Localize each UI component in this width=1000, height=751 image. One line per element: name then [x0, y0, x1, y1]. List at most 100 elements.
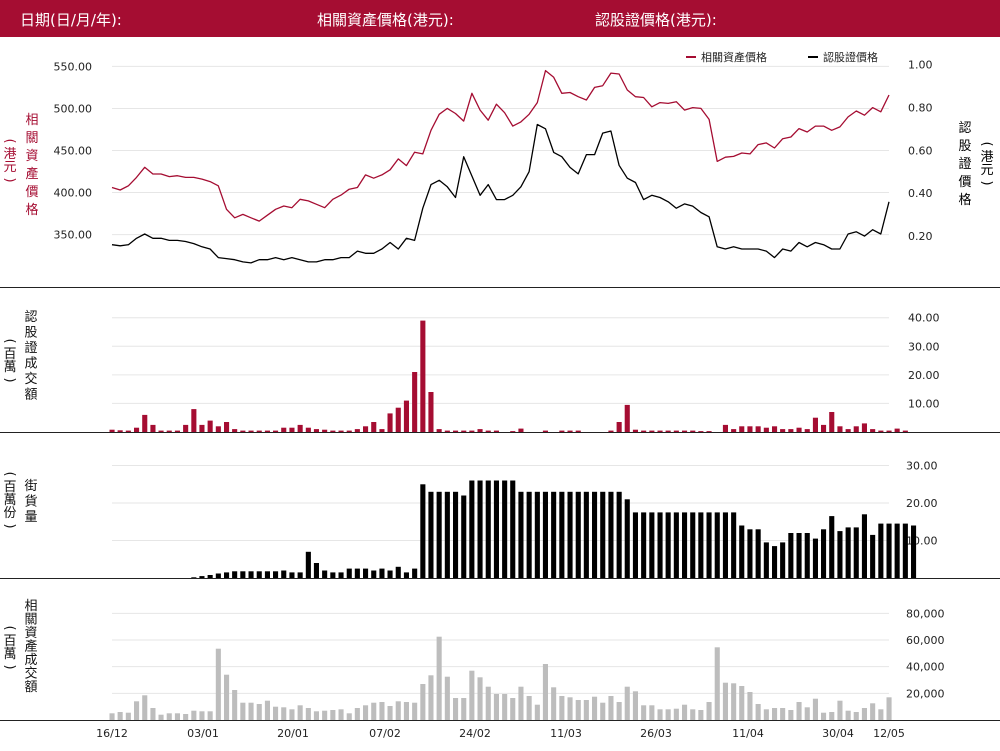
- bar: [248, 430, 254, 432]
- bar-axis-unit-char: 萬: [3, 493, 16, 508]
- left-axis-label-char: 產: [25, 166, 38, 182]
- bar: [788, 429, 794, 432]
- x-axis-tick-label: 03/01: [187, 727, 219, 740]
- x-axis-tick-label: 30/04: [822, 727, 854, 740]
- bar: [567, 491, 573, 579]
- bar: [125, 712, 131, 720]
- bar: [436, 491, 442, 579]
- bar: [273, 430, 279, 432]
- bar: [281, 570, 287, 578]
- bar: [273, 706, 279, 720]
- right-axis-tick-label: 0.40: [908, 187, 933, 200]
- bar: [297, 705, 303, 720]
- bar: [363, 705, 369, 720]
- bar: [273, 571, 279, 579]
- bar: [894, 523, 900, 578]
- bar: [861, 708, 867, 720]
- bar: [853, 712, 859, 720]
- bar: [731, 512, 737, 578]
- bar: [632, 429, 638, 432]
- bar: [714, 512, 720, 578]
- bar: [354, 429, 360, 432]
- legend-label-underlying: 相關資產價格: [701, 50, 767, 64]
- bar: [305, 708, 311, 720]
- warrant-price-line: [111, 123, 890, 264]
- bar: [714, 647, 720, 720]
- bar: [878, 709, 884, 720]
- right-axis-tick-label: 0.80: [908, 101, 933, 114]
- bar: [338, 572, 344, 578]
- bar: [183, 714, 189, 720]
- x-axis-tick-label: 11/04: [732, 727, 764, 740]
- left-axis-tick-label: 350.00: [54, 229, 93, 242]
- bar: [829, 712, 835, 720]
- bar-axis-unit-char: 百: [3, 634, 16, 649]
- bar: [134, 701, 140, 720]
- bar-axis-label-char: 成: [24, 653, 37, 668]
- bar: [739, 426, 745, 432]
- bar: [575, 430, 581, 432]
- bar: [338, 430, 344, 432]
- left-axis-tick-label: 500.00: [54, 102, 93, 115]
- bar: [477, 677, 483, 720]
- bar: [166, 430, 172, 432]
- bar: [256, 704, 262, 720]
- bar: [624, 499, 630, 579]
- bar-axis-label-char: 量: [24, 510, 37, 525]
- bar: [166, 713, 172, 720]
- bar: [403, 702, 409, 720]
- bar: [837, 426, 843, 432]
- left-axis-label-char: 關: [25, 131, 38, 146]
- bar: [616, 422, 622, 432]
- bar: [264, 571, 270, 579]
- bar: [796, 427, 802, 432]
- bar: [682, 430, 688, 432]
- bar: [812, 538, 818, 578]
- bar: [534, 704, 540, 720]
- bar: [583, 491, 589, 579]
- bar: [125, 430, 131, 432]
- left-axis-label-char: 相: [25, 113, 38, 128]
- bar: [158, 430, 164, 432]
- warrant-price-label: 認股證價格(港元):: [595, 11, 717, 29]
- bar: [297, 424, 303, 432]
- x-axis-tick-label: 20/01: [277, 727, 309, 740]
- bar: [567, 697, 573, 720]
- bar: [911, 525, 917, 578]
- bar: [338, 709, 344, 720]
- left-axis-label-char: 資: [25, 149, 38, 164]
- bar-axis-label-char: 貨: [24, 494, 37, 510]
- bar-axis-unit-char: (: [2, 338, 17, 343]
- bar-axis-tick-label: 30.00: [906, 460, 938, 473]
- bar: [845, 527, 851, 578]
- bar: [632, 691, 638, 720]
- bar-axis-label-char: 證: [24, 340, 37, 356]
- bar: [379, 429, 385, 432]
- bar: [592, 491, 598, 579]
- bar-axis-label-char: 街: [24, 479, 37, 494]
- bar: [600, 491, 606, 579]
- bar: [690, 709, 696, 720]
- bar: [158, 714, 164, 720]
- bar: [403, 400, 409, 432]
- bar: [886, 697, 892, 720]
- bar: [804, 429, 810, 432]
- bar: [649, 430, 655, 432]
- bar: [436, 429, 442, 432]
- bar: [313, 711, 319, 720]
- bar: [493, 694, 499, 720]
- bar-axis-label-char: 成: [24, 357, 37, 372]
- bar: [518, 428, 524, 432]
- bar: [592, 696, 598, 720]
- bar: [191, 409, 197, 432]
- bar: [305, 551, 311, 579]
- bar: [232, 690, 238, 720]
- bar: [894, 428, 900, 432]
- bar: [780, 542, 786, 578]
- bar: [624, 404, 630, 432]
- left-axis-unit-char: (: [2, 138, 17, 143]
- bar: [322, 429, 328, 432]
- bar: [534, 491, 540, 579]
- bar: [796, 533, 802, 578]
- bar: [804, 707, 810, 720]
